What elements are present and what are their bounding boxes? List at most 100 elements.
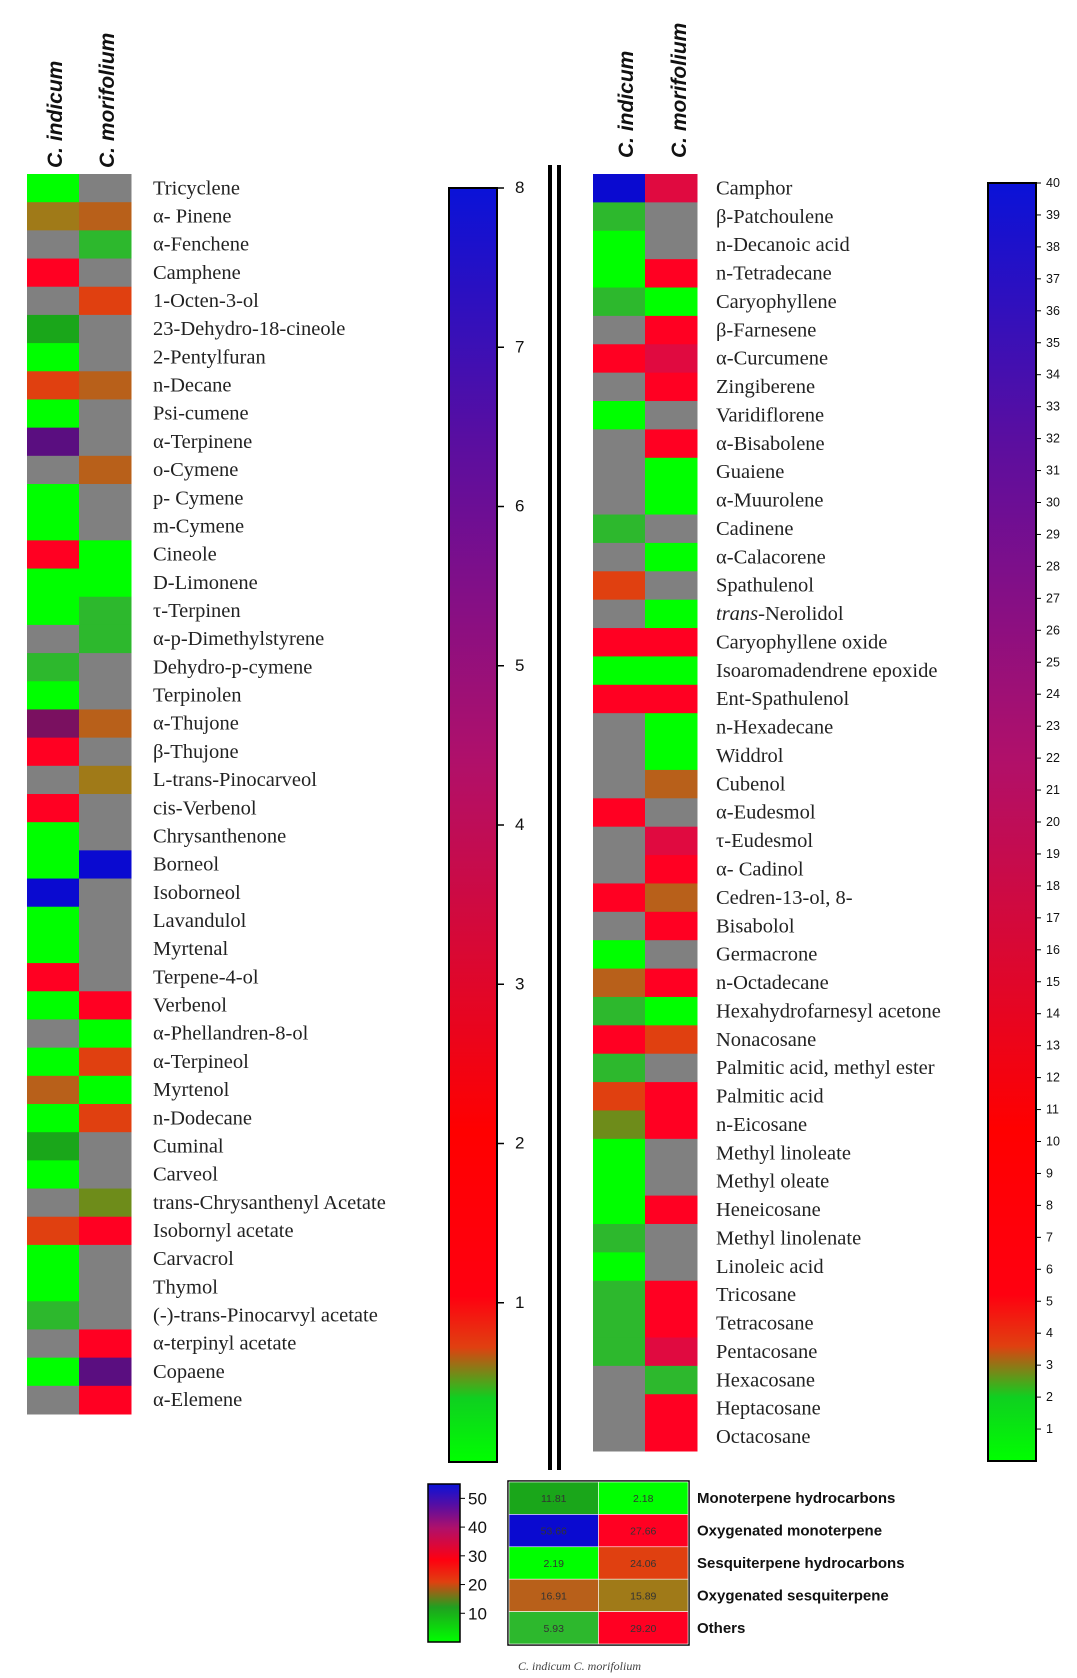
- left-label-trans-chrysanthenyl-acetate: trans-Chrysanthenyl Acetate: [153, 1192, 386, 1214]
- left-cell-n-decane-indicum: [27, 371, 80, 400]
- left-cell-trans-pinocarvyl-acetate-morifolium: [79, 1301, 132, 1330]
- right-cell-bisabolene-indicum: [593, 429, 646, 459]
- left-label-verbenol: Verbenol: [153, 995, 227, 1017]
- right-cell-cadinol-morifolium: [645, 855, 698, 884]
- left-label-borneol: Borneol: [153, 854, 219, 876]
- right-colorbar-tick-label: 39: [1046, 208, 1060, 222]
- left-cell-terpinen-indicum: [27, 596, 80, 626]
- right-cell-varidiflorene-indicum: [593, 401, 646, 430]
- right-colorbar-tick-label: 11: [1046, 1103, 1059, 1117]
- right-colorbar-tick-label: 10: [1046, 1135, 1060, 1149]
- left-label-2-pentylfuran: 2-Pentylfuran: [153, 346, 266, 368]
- left-label-thymol: Thymol: [153, 1276, 218, 1298]
- right-cell-methyl-linoleate-indicum: [593, 1138, 646, 1168]
- right-colorbar-tick-label: 21: [1046, 783, 1060, 797]
- left-colorbar-gradient: [448, 187, 498, 1463]
- right-colorbar-tick-label: 37: [1046, 272, 1060, 286]
- left-cell-d-limonene-indicum: [27, 568, 80, 598]
- left-cell-thymol-indicum: [27, 1273, 80, 1302]
- left-cell-terpinyl-acetate-morifolium: [79, 1329, 132, 1359]
- right-colorbar-tick-label: 5: [1046, 1294, 1053, 1308]
- right-cell-nonacosane-morifolium: [645, 1025, 698, 1055]
- right-cell-caryophyllene-indicum: [593, 287, 646, 317]
- left-colorbar-tick-label: 1: [515, 1293, 524, 1312]
- right-label-calacorene: α-Calacorene: [716, 546, 826, 568]
- left-cell-elemene-morifolium: [79, 1385, 132, 1415]
- left-colorbar-tick-label: 2: [515, 1134, 524, 1153]
- left-label-myrtenal: Myrtenal: [153, 938, 228, 960]
- left-cell-p-cymene-morifolium: [79, 484, 132, 513]
- left-cell-phellandren-8-ol-indicum: [27, 1019, 80, 1049]
- left-cell-terpineol-morifolium: [79, 1047, 132, 1077]
- right-colorbar-tick-label: 14: [1046, 1007, 1060, 1021]
- left-cell-terpinene-indicum: [27, 427, 80, 457]
- right-cell-hexahydrofarnesyl-acetone-indicum: [593, 996, 646, 1026]
- left-cell-isobornyl-acetate-morifolium: [79, 1216, 132, 1246]
- right-colorbar-gradient: [987, 182, 1037, 1462]
- right-colorbar-tick-label: 26: [1046, 623, 1060, 637]
- left-cell-cis-verbenol-indicum: [27, 794, 80, 823]
- right-colorbar-tick-label: 35: [1046, 336, 1060, 350]
- right-label-n-tetradecane: n-Tetradecane: [716, 263, 832, 285]
- right-cell-hexahydrofarnesyl-acetone-morifolium: [645, 996, 698, 1026]
- right-colorbar-tick-label: 17: [1046, 911, 1060, 925]
- summary-cell-oxygenated-monoterpene-morifolium: [598, 1514, 689, 1548]
- right-cell-hexacosane-morifolium: [645, 1365, 698, 1395]
- right-cell-octacosane-morifolium: [645, 1422, 698, 1452]
- left-cell-m-cymene-indicum: [27, 512, 80, 541]
- right-label-eudesmol: τ-Eudesmol: [716, 830, 813, 852]
- right-col-header-morifolium: C. morifolium: [668, 23, 691, 158]
- right-cell-palmitic-acid-morifolium: [645, 1082, 698, 1111]
- left-cell-carveol-indicum: [27, 1160, 80, 1190]
- right-cell-cadinene-indicum: [593, 514, 646, 544]
- left-cell-thujone-morifolium: [79, 737, 132, 767]
- right-colorbar-tick-label: 25: [1046, 655, 1060, 669]
- left-cell-fenchene-morifolium: [79, 230, 132, 260]
- left-cell-o-cymene-indicum: [27, 455, 80, 485]
- right-colorbar-ticks: 1234567891011121314151617181920212223242…: [1036, 176, 1060, 1436]
- left-cell-verbenol-morifolium: [79, 991, 132, 1020]
- left-label-n-decane: n-Decane: [153, 375, 232, 397]
- left-label-isobornyl-acetate: Isobornyl acetate: [153, 1220, 294, 1242]
- left-label-carveol: Carveol: [153, 1164, 218, 1186]
- left-cell-1-octen-3-ol-indicum: [27, 286, 80, 316]
- left-label-terpineol: α-Terpineol: [153, 1051, 249, 1073]
- right-label-hexacosane: Hexacosane: [716, 1369, 815, 1391]
- right-cell-n-tetradecane-morifolium: [645, 259, 698, 289]
- right-colorbar-tick-label: 3: [1046, 1358, 1053, 1372]
- right-colorbar-tick-label: 24: [1046, 687, 1060, 701]
- summary-cell-others-morifolium: [598, 1611, 689, 1645]
- right-cell-guaiene-indicum: [593, 457, 646, 487]
- right-cell-n-eicosane-morifolium: [645, 1110, 698, 1140]
- left-colorbar-tick-label: 3: [515, 974, 524, 993]
- right-cell-linoleic-acid-indicum: [593, 1252, 646, 1282]
- right-colorbar-tick-label: 34: [1046, 368, 1060, 382]
- right-colorbar-tick-label: 36: [1046, 304, 1060, 318]
- left-label-phellandren-8-ol: α-Phellandren-8-ol: [153, 1023, 309, 1045]
- right-cell-tetracosane-indicum: [593, 1309, 646, 1338]
- right-label-cedren-13-ol-8: Cedren-13-ol, 8-: [716, 887, 853, 909]
- right-cell-ent-spathulenol-indicum: [593, 684, 646, 714]
- right-label-tetracosane: Tetracosane: [716, 1313, 814, 1335]
- left-cell-carveol-morifolium: [79, 1160, 132, 1190]
- panel-divider: [548, 165, 561, 1470]
- right-cell-eudesmol-indicum: [593, 826, 646, 856]
- right-cell-farnesene-morifolium: [645, 315, 698, 345]
- right-cell-camphor-morifolium: [645, 174, 698, 203]
- left-label-p-dimethylstyrene: α-p-Dimethylstyrene: [153, 628, 324, 650]
- right-cell-guaiene-morifolium: [645, 457, 698, 487]
- left-cell-myrtenol-indicum: [27, 1075, 80, 1105]
- right-cell-trans-nerolidol-morifolium: [645, 599, 698, 629]
- right-cell-caryophyllene-oxide-morifolium: [645, 628, 698, 657]
- right-cell-calacorene-morifolium: [645, 542, 698, 572]
- right-cell-n-hexadecane-morifolium: [645, 713, 698, 743]
- right-colorbar-tick-label: 9: [1046, 1166, 1053, 1180]
- left-cell-copaene-morifolium: [79, 1357, 132, 1387]
- left-cell-verbenol-indicum: [27, 991, 80, 1020]
- left-cell-cuminal-morifolium: [79, 1132, 132, 1161]
- right-label-guaiene: Guaiene: [716, 461, 784, 483]
- right-colorbar-tick-label: 40: [1046, 176, 1060, 190]
- right-colorbar-tick-label: 27: [1046, 591, 1060, 605]
- right-label-eudesmol: α-Eudesmol: [716, 802, 816, 824]
